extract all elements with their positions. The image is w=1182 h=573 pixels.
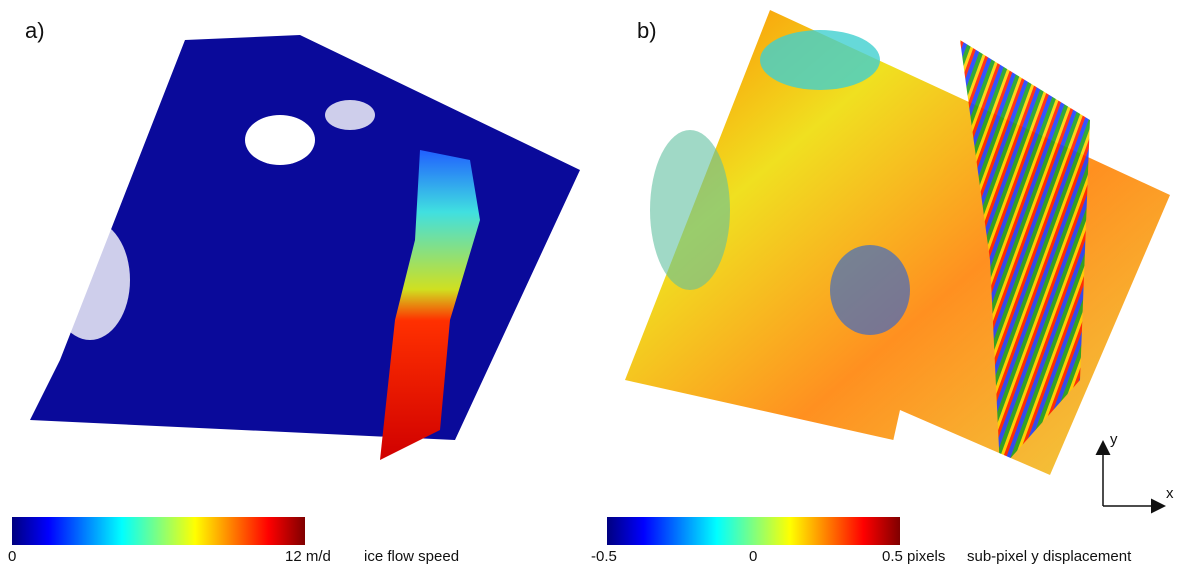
axis-label: x — [1166, 485, 1174, 502]
colorbar-tick: 0 — [8, 548, 16, 565]
axis-label: y — [1110, 431, 1118, 448]
colorbar-tick: 0.5 pixels — [882, 548, 945, 565]
speed-map — [30, 35, 580, 490]
panel-label: a) — [25, 18, 45, 43]
colorbar — [607, 517, 900, 545]
colorbar-title: sub-pixel y displacement — [967, 548, 1132, 565]
colorbar-title: ice flow speed — [364, 548, 459, 565]
colorbar-tick: 0 — [749, 548, 757, 565]
colorbar-tick: -0.5 — [591, 548, 617, 565]
panel-label: b) — [637, 18, 657, 43]
colorbar — [12, 517, 305, 545]
colorbar-tick: 12 m/d — [285, 548, 331, 565]
displacement-map — [625, 10, 1170, 520]
